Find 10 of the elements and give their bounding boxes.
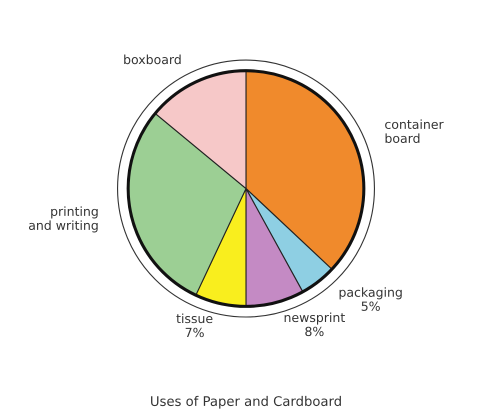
- slice-label: printing and writing: [28, 206, 98, 232]
- data-label: 7%: [186, 328, 204, 338]
- slice-label: container board: [385, 119, 444, 144]
- data-label: 8%: [305, 326, 324, 336]
- slice-label: newsprint: [284, 312, 345, 325]
- slice-label: boxboard: [124, 54, 181, 64]
- slice-label: packaging: [340, 287, 402, 300]
- data-label: 5%: [362, 301, 380, 311]
- text: Uses of Paper and Cardboard: [151, 396, 341, 409]
- slice-label: tissue: [176, 314, 212, 324]
